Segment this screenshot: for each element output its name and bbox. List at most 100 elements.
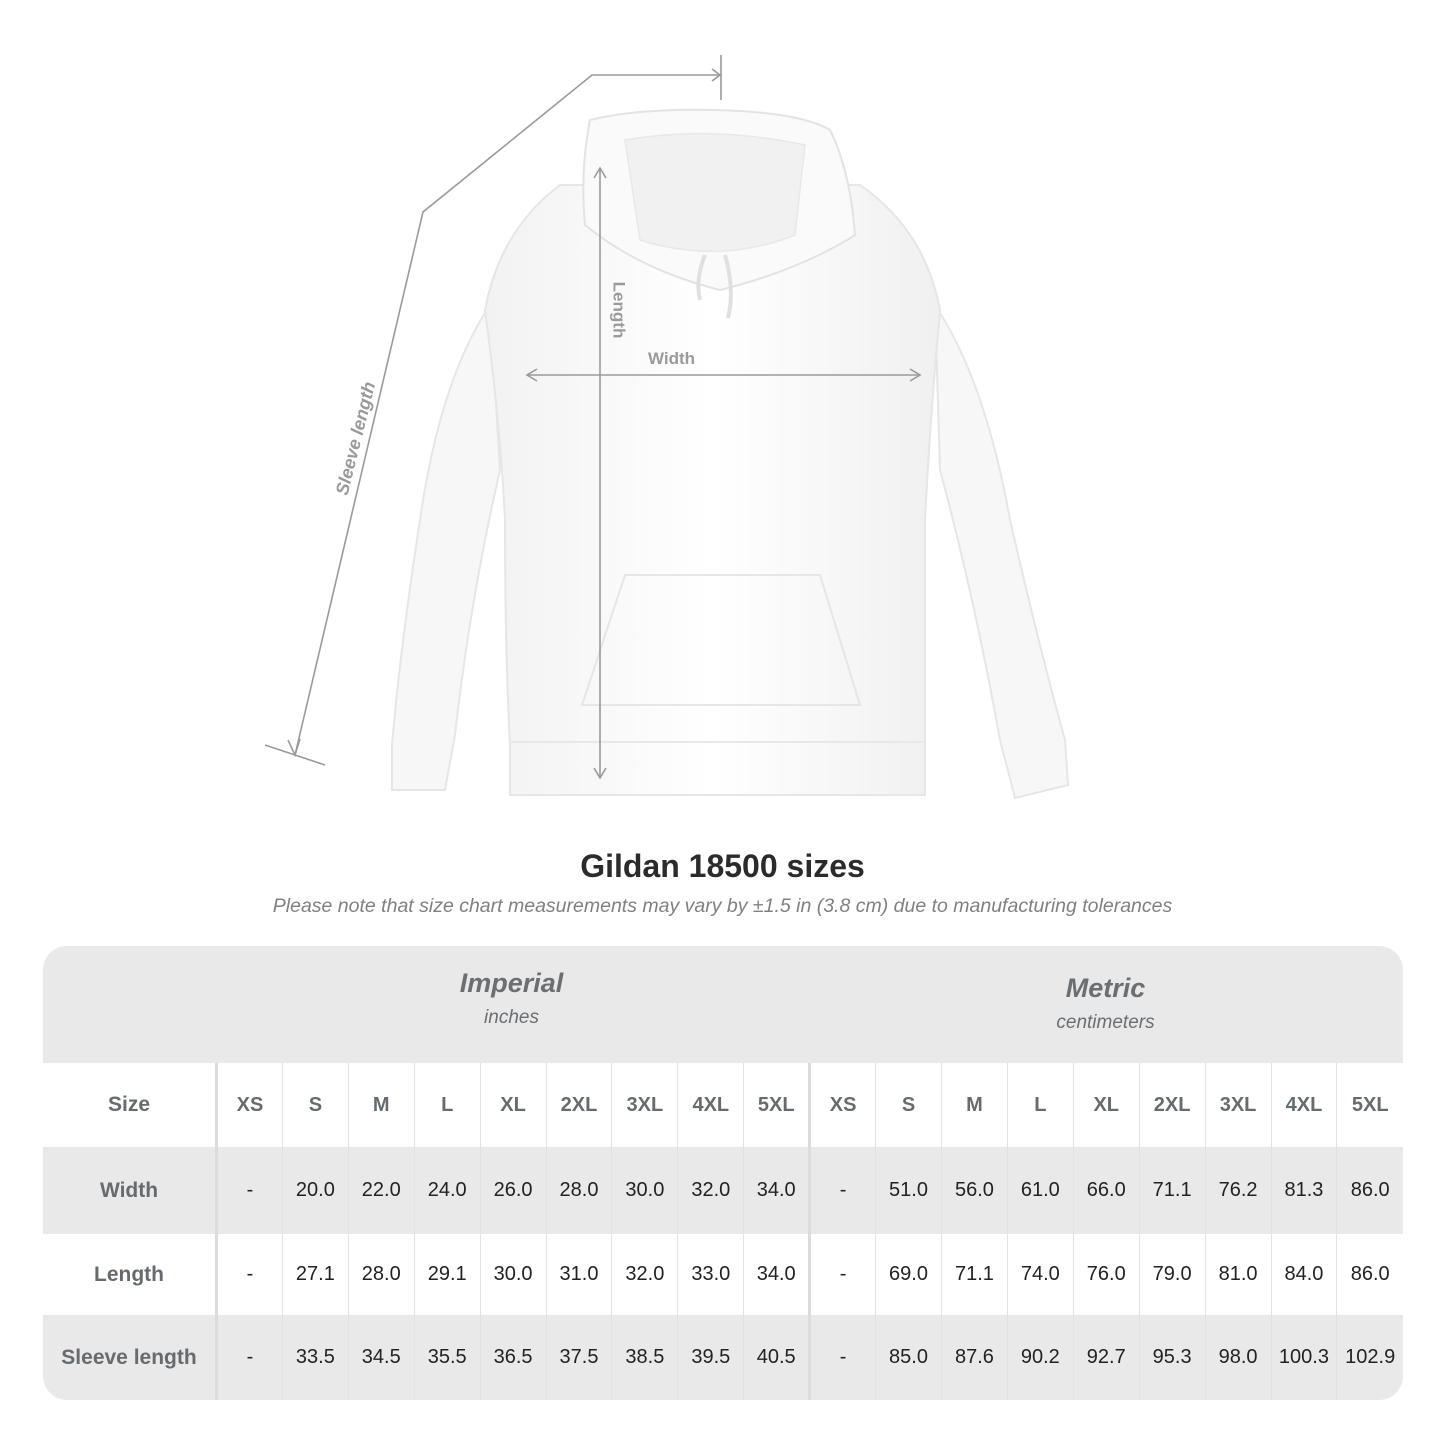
metric-cell: 90.2	[1006, 1315, 1074, 1400]
row-label: Length	[43, 1234, 218, 1315]
size-imperial-header: S	[281, 1063, 349, 1147]
metric-cell: 79.0	[1138, 1234, 1206, 1315]
metric-cell: 87.6	[940, 1315, 1008, 1400]
metric-cell: 84.0	[1270, 1234, 1337, 1315]
imperial-title: Imperial	[459, 968, 564, 998]
size-metric-header: 4XL	[1270, 1063, 1337, 1147]
imperial-cell: -	[216, 1147, 283, 1234]
size-imperial-header: 2XL	[545, 1063, 612, 1147]
imperial-cell: 33.0	[677, 1234, 744, 1315]
metric-cell: -	[808, 1147, 876, 1234]
imperial-cell: 36.5	[479, 1315, 547, 1400]
size-metric-header: 3XL	[1204, 1063, 1271, 1147]
metric-cell: -	[808, 1315, 876, 1400]
unit-header-band: Imperial inches Metric centimeters	[43, 946, 1403, 1063]
imperial-cell: 28.0	[545, 1147, 612, 1234]
metric-cell: 100.3	[1270, 1315, 1337, 1400]
metric-title: Metric	[1065, 973, 1146, 1003]
metric-cell: 81.3	[1270, 1147, 1337, 1234]
imperial-cell: 34.0	[743, 1234, 810, 1315]
imperial-cell: 38.5	[611, 1315, 678, 1400]
left-sleeve	[391, 301, 502, 791]
imperial-cell: 31.0	[545, 1234, 612, 1315]
imperial-cell: 27.1	[281, 1234, 349, 1315]
imperial-cell: 34.5	[347, 1315, 415, 1400]
size-imperial-header: XS	[216, 1063, 283, 1147]
pocket	[580, 574, 862, 706]
metric-header: Metric centimeters	[808, 973, 1403, 1034]
size-metric-header: S	[875, 1063, 942, 1147]
imperial-cell: 32.0	[611, 1234, 678, 1315]
size-grid: Size XS S M L XL 2XL 3XL 4XL 5XL XS S M L XL 2XL 3XL 4XL 5…	[43, 1063, 1403, 1400]
table-row: Length -27.1 28.0 29.1 30.0 31.0 32.0 33.0 34.0-…	[43, 1234, 1403, 1315]
imperial-cell: 22.0	[347, 1147, 415, 1234]
imperial-cell: 26.0	[479, 1147, 547, 1234]
metric-cell: 92.7	[1072, 1315, 1140, 1400]
imperial-cell: -	[216, 1234, 283, 1315]
size-metric-header: 2XL	[1138, 1063, 1206, 1147]
metric-cell: 102.9	[1336, 1315, 1403, 1400]
right-sleeve	[933, 301, 1070, 800]
metric-cell: 81.0	[1204, 1234, 1271, 1315]
hoodie-illustration	[264, 55, 1070, 800]
metric-cell: 69.0	[875, 1234, 942, 1315]
imperial-header: Imperial inches	[215, 968, 808, 1029]
metric-cell: 85.0	[875, 1315, 942, 1400]
imperial-cell: 34.0	[743, 1147, 810, 1234]
metric-cell: 86.0	[1336, 1234, 1403, 1315]
size-metric-header: L	[1006, 1063, 1074, 1147]
size-imperial-header: XL	[479, 1063, 547, 1147]
size-imperial-header: 3XL	[611, 1063, 678, 1147]
metric-cell: 76.2	[1204, 1147, 1271, 1234]
imperial-cell: 24.0	[413, 1147, 481, 1234]
size-metric-header: XL	[1072, 1063, 1140, 1147]
measurement-lines	[264, 55, 922, 780]
imperial-cell: 32.0	[677, 1147, 744, 1234]
metric-cell: 71.1	[1138, 1147, 1206, 1234]
size-label: Size	[43, 1063, 218, 1147]
imperial-cell: 33.5	[281, 1315, 349, 1400]
size-metric-header: XS	[808, 1063, 876, 1147]
size-imperial-header: L	[413, 1063, 481, 1147]
hoodie-body	[483, 184, 942, 796]
size-imperial-header: M	[347, 1063, 415, 1147]
metric-cell: 74.0	[1006, 1234, 1074, 1315]
metric-cell: 95.3	[1138, 1315, 1206, 1400]
row-label: Width	[43, 1147, 218, 1234]
metric-cell: 71.1	[940, 1234, 1008, 1315]
imperial-cell: 29.1	[413, 1234, 481, 1315]
metric-cell: 66.0	[1072, 1147, 1140, 1234]
imperial-cell: 30.0	[611, 1147, 678, 1234]
size-imperial-header: 4XL	[677, 1063, 744, 1147]
imperial-cell: 28.0	[347, 1234, 415, 1315]
size-header-row: Size XS S M L XL 2XL 3XL 4XL 5XL XS S M L XL 2XL 3XL 4XL 5…	[43, 1063, 1403, 1147]
metric-cell: 56.0	[940, 1147, 1008, 1234]
imperial-cell: 37.5	[545, 1315, 612, 1400]
imperial-cell: 40.5	[743, 1315, 810, 1400]
metric-cell: -	[808, 1234, 876, 1315]
imperial-unit: inches	[484, 1007, 539, 1028]
table-row: Width -20.0 22.0 24.0 26.0 28.0 30.0 32.0 34.0-5…	[43, 1147, 1403, 1234]
imperial-cell: 20.0	[281, 1147, 349, 1234]
length-label: Length	[609, 281, 629, 339]
chart-title: Gildan 18500 sizes	[580, 848, 865, 884]
imperial-cell: 35.5	[413, 1315, 481, 1400]
size-metric-header: 5XL	[1336, 1063, 1403, 1147]
size-table: Imperial inches Metric centimeters Size X…	[43, 946, 1403, 1400]
metric-cell: 51.0	[875, 1147, 942, 1234]
imperial-cell: -	[216, 1315, 283, 1400]
sleeve-length-line	[294, 74, 720, 756]
metric-unit: centimeters	[1056, 1012, 1155, 1033]
width-label: Width	[648, 349, 696, 368]
metric-cell: 76.0	[1072, 1234, 1140, 1315]
row-label: Sleeve length	[43, 1315, 218, 1400]
imperial-cell: 39.5	[677, 1315, 744, 1400]
tolerance-note: Please note that size chart measurements…	[272, 895, 1173, 917]
size-imperial-header: 5XL	[743, 1063, 810, 1147]
drawstrings	[696, 254, 733, 319]
metric-cell: 61.0	[1006, 1147, 1074, 1234]
hoodie-measurement-figure: Length Width Sleeve length	[264, 55, 1070, 800]
metric-cell: 98.0	[1204, 1315, 1271, 1400]
imperial-cell: 30.0	[479, 1234, 547, 1315]
size-metric-header: M	[940, 1063, 1008, 1147]
